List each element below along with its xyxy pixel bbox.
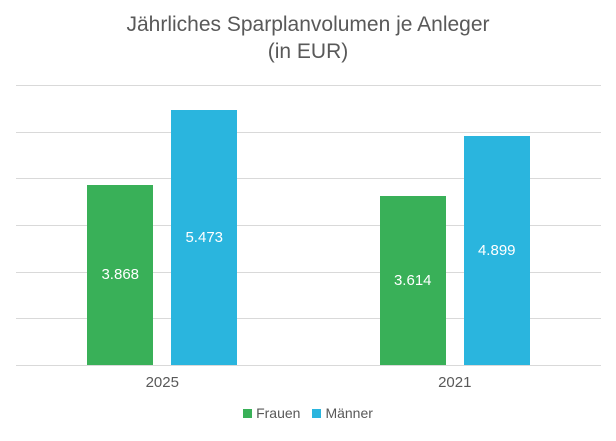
bar-manner-2021: 4.899 <box>463 136 530 365</box>
legend-label-frauen: Frauen <box>256 405 301 421</box>
gridline <box>16 85 601 86</box>
chart-title-line2: (in EUR) <box>267 40 349 63</box>
data-label-manner-2021: 4.899 <box>477 242 516 260</box>
legend-swatch-maenner <box>312 408 322 418</box>
legend-swatch-frauen <box>243 408 253 418</box>
gridline <box>16 131 601 133</box>
bar-manner-2025: 5.473 <box>171 109 238 365</box>
legend-item-frauen: Frauen <box>243 405 300 421</box>
legend-item-maenner: Männer <box>312 405 373 421</box>
bar-frauen-2025: 3.868 <box>87 184 154 365</box>
gridline <box>16 225 601 226</box>
chart-title: Jährliches Sparplanvolumen je Anleger (i… <box>0 11 616 65</box>
data-label-frauen-2025: 3.868 <box>101 266 140 284</box>
bar-frauen-2021: 3.614 <box>379 196 446 365</box>
gridline <box>16 318 601 320</box>
plot-area: 3.868 5.473 2025 3.614 4.899 2021 <box>16 85 601 391</box>
data-label-frauen-2021: 3.614 <box>393 272 432 290</box>
category-label-2021: 2021 <box>438 374 472 391</box>
gridline <box>16 178 601 180</box>
chart-title-line1: Jährliches Sparplanvolumen je Anleger <box>126 13 490 36</box>
legend-label-maenner: Männer <box>325 405 373 421</box>
x-axis-line <box>16 365 601 366</box>
data-label-manner-2025: 5.473 <box>185 228 224 246</box>
legend: Frauen Männer <box>0 405 616 421</box>
category-label-2025: 2025 <box>145 374 179 391</box>
gridline <box>16 271 601 273</box>
